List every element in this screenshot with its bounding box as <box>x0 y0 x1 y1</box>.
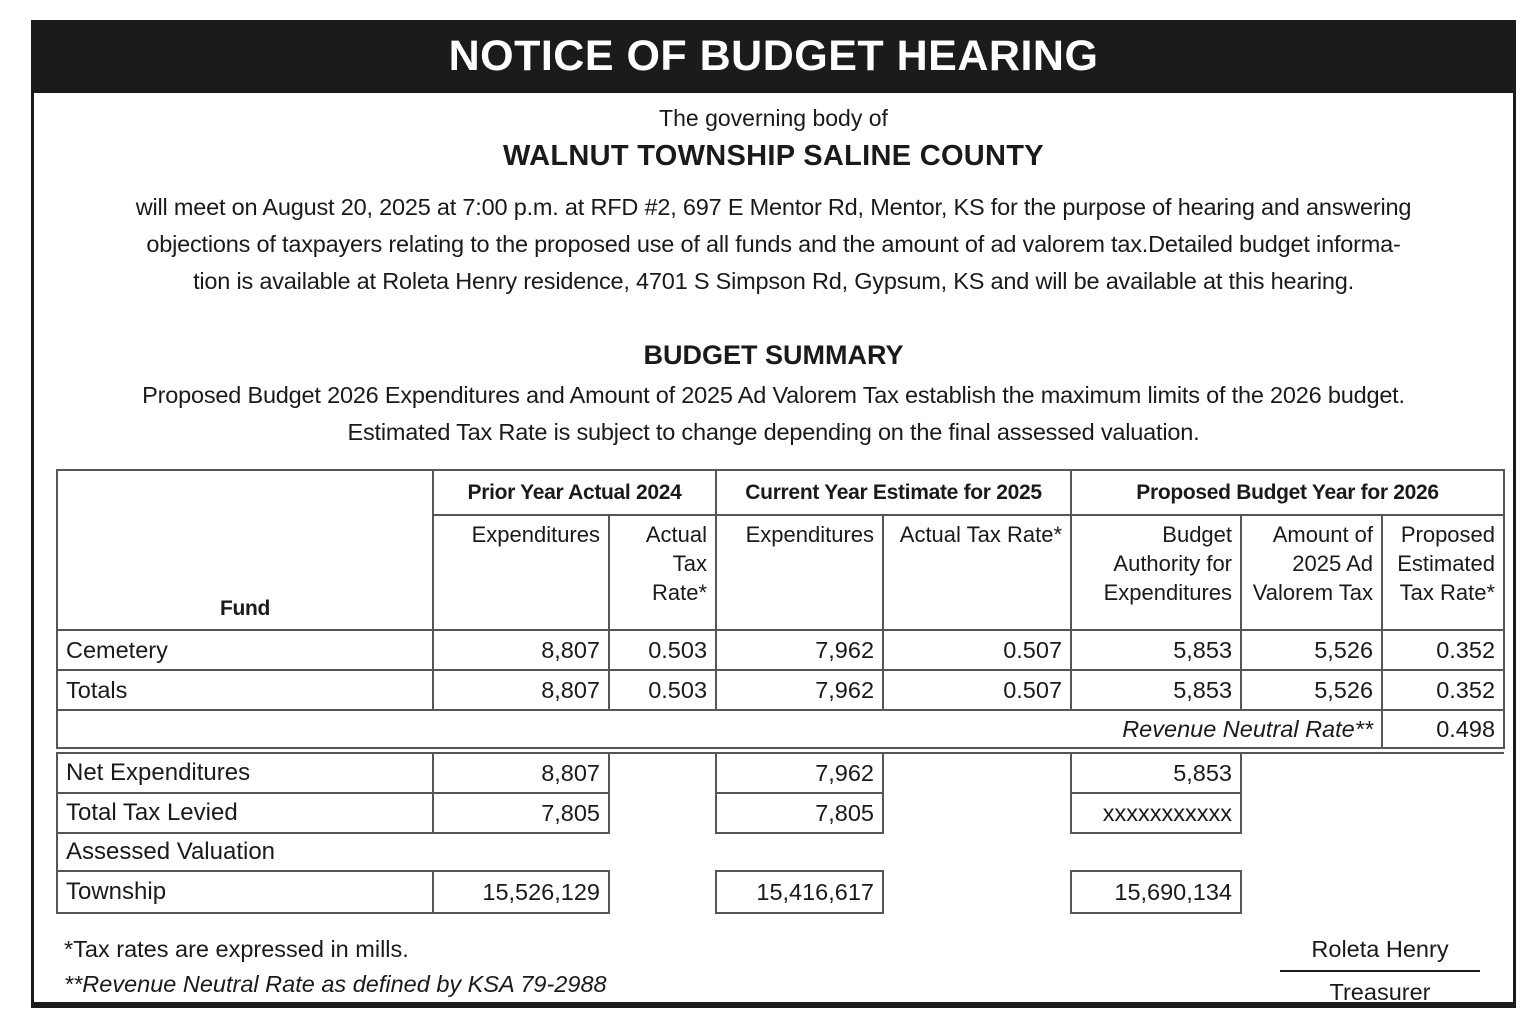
sub-header-cell: Proposed Estimated Tax Rate* <box>1381 514 1506 631</box>
value-cell: 7,962 <box>715 669 885 711</box>
footnote-mills: *Tax rates are expressed in mills. <box>64 936 409 962</box>
sub-header-cell: Expenditures <box>432 514 610 631</box>
title-bar: NOTICE OF BUDGET HEARING <box>34 20 1513 93</box>
value-cell: 8,807 <box>432 752 610 794</box>
footnote-revenue-neutral: **Revenue Neutral Rate as defined by KSA… <box>64 971 607 997</box>
fund-cell: Cemetery <box>56 629 434 671</box>
group-header-proposed-year: Proposed Budget Year for 2026 <box>1070 469 1506 516</box>
sub-header-cell: Actual Tax Rate* <box>607 514 718 631</box>
signature-title: Treasurer <box>1280 970 1480 1002</box>
budget-summary-line: Estimated Tax Rate is subject to change … <box>347 419 1200 445</box>
totals-table: Net Expenditures 8,807 7,962 5,853 Total… <box>56 752 1504 914</box>
revenue-neutral-rate-label: Revenue Neutral Rate** <box>55 709 1384 749</box>
meeting-paragraph-line: will meet on August 20, 2025 at 7:00 p.m… <box>135 194 1412 220</box>
value-cell: 5,853 <box>1070 629 1243 671</box>
value-cell: 5,853 <box>1070 752 1242 794</box>
governing-body-text: The governing body of <box>659 105 888 131</box>
meeting-paragraph-line: tion is available at Roleta Henry reside… <box>193 268 1354 294</box>
value-cell: 7,962 <box>715 752 884 794</box>
row-label-cell: Assessed Valuation <box>56 833 433 871</box>
value-cell: 8,807 <box>432 669 610 711</box>
group-header-current-year: Current Year Estimate for 2025 <box>715 469 1073 516</box>
revenue-neutral-rate-value: 0.498 <box>1381 709 1506 749</box>
fund-header-cell: Fund <box>56 469 434 631</box>
table-row-assessed-valuation: Assessed Valuation <box>56 833 1504 871</box>
footer: *Tax rates are expressed in mills. **Rev… <box>64 936 1483 1002</box>
footnotes: *Tax rates are expressed in mills. **Rev… <box>64 936 607 998</box>
sub-header-cell: Expenditures <box>715 514 885 631</box>
group-header-prior-year: Prior Year Actual 2024 <box>431 469 718 516</box>
budget-table: Fund Prior Year Actual 2024 Current Year… <box>55 469 1506 749</box>
meeting-paragraph: will meet on August 20, 2025 at 7:00 p.m… <box>34 189 1513 300</box>
value-cell: 15,526,129 <box>432 870 610 914</box>
budget-summary-description: Proposed Budget 2026 Expenditures and Am… <box>34 377 1513 451</box>
table-row-township: Township 15,526,129 15,416,617 15,690,13… <box>56 870 1504 914</box>
sub-header-cell: Actual Tax Rate* <box>882 514 1073 631</box>
signature-name: Roleta Henry <box>1311 936 1449 962</box>
value-cell: 0.507 <box>882 669 1073 711</box>
notice-title: NOTICE OF BUDGET HEARING <box>448 32 1099 80</box>
value-cell: xxxxxxxxxxx <box>1070 792 1242 834</box>
row-label-cell: Net Expenditures <box>56 752 433 794</box>
signature-block: Roleta Henry Treasurer <box>1280 936 1480 1002</box>
table-row-cemetery: Cemetery 8,807 0.503 7,962 0.507 5,853 5… <box>56 629 1506 671</box>
budget-summary-heading: BUDGET SUMMARY <box>643 340 904 370</box>
value-cell: 0.352 <box>1381 669 1506 711</box>
meeting-paragraph-line: objections of taxpayers relating to the … <box>146 231 1401 257</box>
organization-name: WALNUT TOWNSHIP SALINE COUNTY <box>503 140 1044 172</box>
value-cell: 5,526 <box>1240 669 1384 711</box>
value-cell: 0.507 <box>882 629 1073 671</box>
table-row-totals: Totals 8,807 0.503 7,962 0.507 5,853 5,5… <box>56 669 1506 711</box>
sub-header-cell: Amount of 2025 Ad Valorem Tax <box>1240 514 1384 631</box>
value-cell: 0.352 <box>1381 629 1506 671</box>
value-cell: 0.503 <box>607 669 718 711</box>
table-row-total-tax-levied: Total Tax Levied 7,805 7,805 xxxxxxxxxxx <box>56 792 1504 834</box>
revenue-neutral-rate-row: Revenue Neutral Rate** 0.498 <box>55 709 1506 749</box>
value-cell: 8,807 <box>432 629 610 671</box>
value-cell: 0.503 <box>607 629 718 671</box>
value-cell: 7,805 <box>715 792 884 834</box>
value-cell: 15,690,134 <box>1070 870 1242 914</box>
value-cell: 5,853 <box>1070 669 1243 711</box>
budget-summary-table-area: Fund Prior Year Actual 2024 Current Year… <box>55 469 1506 914</box>
row-label-cell: Township <box>56 870 433 914</box>
row-label-cell: Total Tax Levied <box>56 792 433 834</box>
value-cell: 7,962 <box>715 629 885 671</box>
sub-header-cell: Budget Authority for Expenditures <box>1070 514 1243 631</box>
page-frame: NOTICE OF BUDGET HEARING The governing b… <box>31 20 1516 1008</box>
table-row-net-expenditures: Net Expenditures 8,807 7,962 5,853 <box>56 752 1504 794</box>
value-cell: 15,416,617 <box>715 870 884 914</box>
value-cell: 7,805 <box>432 792 610 834</box>
budget-summary-line: Proposed Budget 2026 Expenditures and Am… <box>142 382 1405 408</box>
fund-cell: Totals <box>56 669 434 711</box>
value-cell: 5,526 <box>1240 629 1384 671</box>
